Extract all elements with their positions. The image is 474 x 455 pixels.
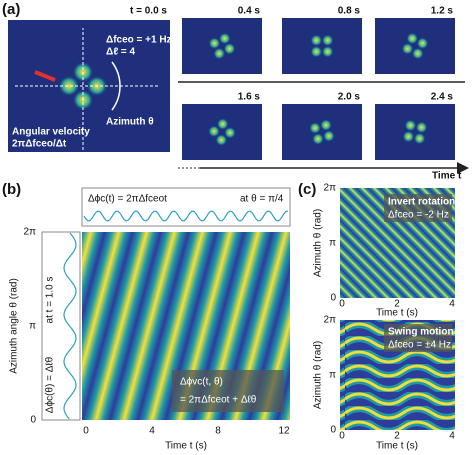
- time-axis-label: Time t: [432, 171, 462, 182]
- lobe: [312, 132, 324, 145]
- snapshot-time: 1.6 s: [238, 92, 261, 103]
- y-tick-label: 2π: [324, 315, 337, 326]
- sine-curve: [63, 232, 77, 420]
- snapshot-time: 2.4 s: [431, 92, 454, 103]
- lobe: [310, 45, 323, 58]
- x-tick-label: 0: [83, 426, 89, 437]
- y-axis-label: Azimuth θ (rad): [313, 341, 324, 409]
- lobe: [404, 119, 417, 132]
- lobe: [216, 118, 229, 131]
- red-arrow: [34, 70, 56, 82]
- x-axis-label: Time t (s): [165, 441, 207, 452]
- lobe: [310, 34, 323, 47]
- map-title: Invert rotation: [388, 197, 455, 208]
- param: Δfceo = +1 Hz: [106, 35, 172, 46]
- note-box: [384, 324, 452, 352]
- y-tick-label: π: [29, 321, 36, 332]
- snapshot-time: 0.8 s: [338, 6, 361, 17]
- donut: [401, 32, 429, 60]
- note: at t = 1.0 s: [45, 277, 56, 324]
- lobe: [208, 125, 221, 138]
- snapshot-time: 1.2 s: [431, 6, 454, 17]
- y-axis-label: Azimuth angle θ (rad): [9, 278, 20, 374]
- lobe: [415, 121, 428, 134]
- rotation-arrow: [111, 61, 121, 111]
- formula: = 2πΔfceot + Δℓθ: [180, 395, 257, 406]
- lobe: [223, 42, 236, 55]
- map-note: Δfceo = ±4 Hz: [388, 340, 451, 351]
- note: at θ = π/4: [240, 194, 284, 205]
- lobe: [402, 130, 415, 143]
- x-tick-label: 8: [215, 426, 221, 437]
- lobe: [208, 37, 221, 50]
- y-tick-label: π: [329, 370, 336, 381]
- lobe: [218, 32, 231, 45]
- lobe: [320, 119, 332, 132]
- x-tick-label: 12: [278, 426, 290, 437]
- panel-label: (c): [298, 181, 316, 198]
- lobe: [401, 42, 414, 55]
- x-tick-label: 2: [394, 299, 400, 310]
- map-title: Swing motion: [388, 327, 454, 338]
- snapshot: [375, 18, 455, 74]
- formula-box: [172, 370, 284, 412]
- y-tick-label: 0: [330, 293, 336, 304]
- donut: [208, 118, 236, 146]
- lobe: [223, 126, 236, 139]
- lobe: [322, 130, 335, 142]
- snapshot: [182, 104, 262, 160]
- param: Δℓ = 4: [106, 47, 135, 58]
- lobe: [321, 34, 334, 47]
- map-note: Δfceo = -2 Hz: [388, 210, 449, 221]
- x-axis-label: Time t (s): [376, 441, 418, 452]
- lobe: [215, 133, 228, 146]
- lobe: [411, 47, 424, 60]
- lobe: [406, 32, 419, 45]
- donut: [310, 34, 334, 58]
- x-axis-label: Time t (s): [376, 308, 418, 319]
- y-tick-label: 0: [30, 415, 36, 426]
- x-tick-label: 4: [149, 426, 155, 437]
- formula: Δϕc(θ) = Δℓθ: [45, 356, 56, 413]
- azimuth-label: Azimuth θ: [106, 117, 154, 128]
- x-tick-label: 4: [449, 299, 455, 310]
- lobe: [72, 61, 94, 83]
- donut: [208, 32, 236, 60]
- y-tick-label: π: [329, 238, 336, 249]
- lobe: [213, 47, 226, 60]
- donut: [309, 119, 335, 145]
- y-tick-label: 0: [330, 425, 336, 436]
- left-strip: [41, 231, 81, 421]
- snapshot: [282, 104, 362, 160]
- snapshot: [282, 18, 362, 74]
- donut: [402, 119, 428, 145]
- velocity-label: Angular velocity: [12, 127, 90, 138]
- note-box: [384, 194, 452, 222]
- lobe: [413, 132, 426, 145]
- y-tick-label: 2π: [24, 227, 37, 238]
- x-tick-label: 0: [339, 431, 345, 442]
- snapshot-time: 2.0 s: [338, 92, 361, 103]
- lobe: [58, 75, 80, 97]
- snapshot-time: 0.4 s: [238, 6, 261, 17]
- sine-curve: [83, 210, 289, 222]
- velocity-formula: 2πΔfceo/Δt: [12, 139, 67, 150]
- snapshot: [375, 104, 455, 160]
- panel-label: (b): [2, 181, 21, 198]
- x-tick-label: 2: [394, 431, 400, 442]
- panel-label: (a): [2, 1, 20, 18]
- time-label: t = 0.0 s: [130, 6, 167, 17]
- lobe: [321, 45, 334, 58]
- x-tick-label: 4: [449, 431, 455, 442]
- y-axis-label: Azimuth θ (rad): [313, 209, 324, 277]
- formula: Δϕvc(t, θ): [180, 377, 223, 388]
- y-tick-label: 2π: [324, 183, 337, 194]
- lobe: [309, 122, 322, 134]
- snapshot: [182, 18, 262, 74]
- x-tick-label: 0: [339, 299, 345, 310]
- lobe: [416, 37, 429, 50]
- formula: Δϕc(t) = 2πΔfceot: [88, 194, 167, 205]
